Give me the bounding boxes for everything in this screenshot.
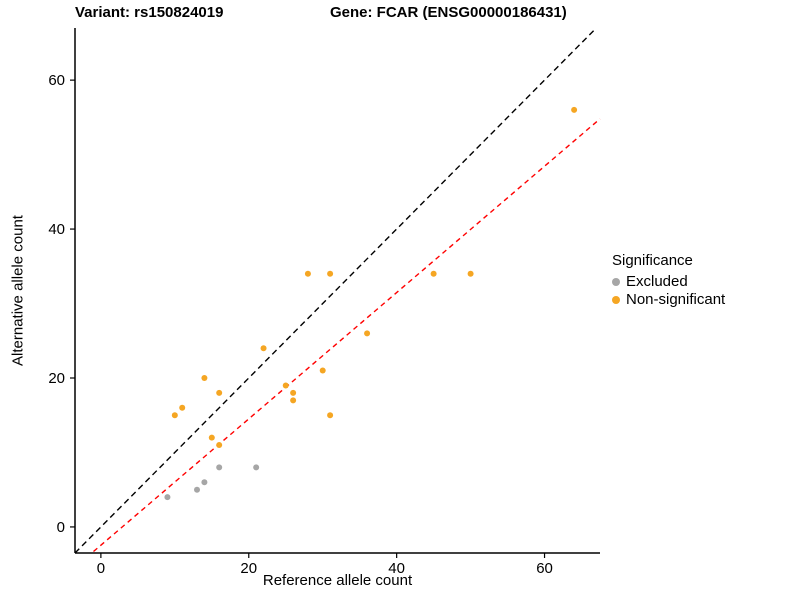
svg-text:40: 40 — [388, 560, 405, 577]
legend-item-non-significant: Non-significant — [612, 291, 725, 308]
svg-text:20: 20 — [240, 560, 257, 577]
svg-text:60: 60 — [536, 560, 553, 577]
legend-item-excluded: Excluded — [612, 273, 725, 290]
svg-text:20: 20 — [48, 370, 65, 387]
variant-title: Variant: rs150824019 — [75, 4, 224, 21]
legend-item-label: Excluded — [626, 273, 688, 290]
excluded-dot-icon — [612, 277, 620, 286]
svg-text:0: 0 — [97, 560, 105, 577]
svg-text:0: 0 — [57, 519, 65, 536]
svg-text:40: 40 — [48, 221, 65, 238]
y-axis-label: Alternative allele count — [9, 215, 27, 366]
legend-title: Significance — [612, 252, 693, 269]
x-axis-label: Reference allele count — [262, 572, 413, 589]
svg-text:60: 60 — [48, 72, 65, 89]
legend-item-label: Non-significant — [626, 291, 726, 308]
legend: Significance Excluded Non-significant — [612, 252, 725, 309]
gene-title: Gene: FCAR (ENSG00000186431) — [330, 4, 567, 21]
non-significant-dot-icon — [612, 295, 620, 304]
